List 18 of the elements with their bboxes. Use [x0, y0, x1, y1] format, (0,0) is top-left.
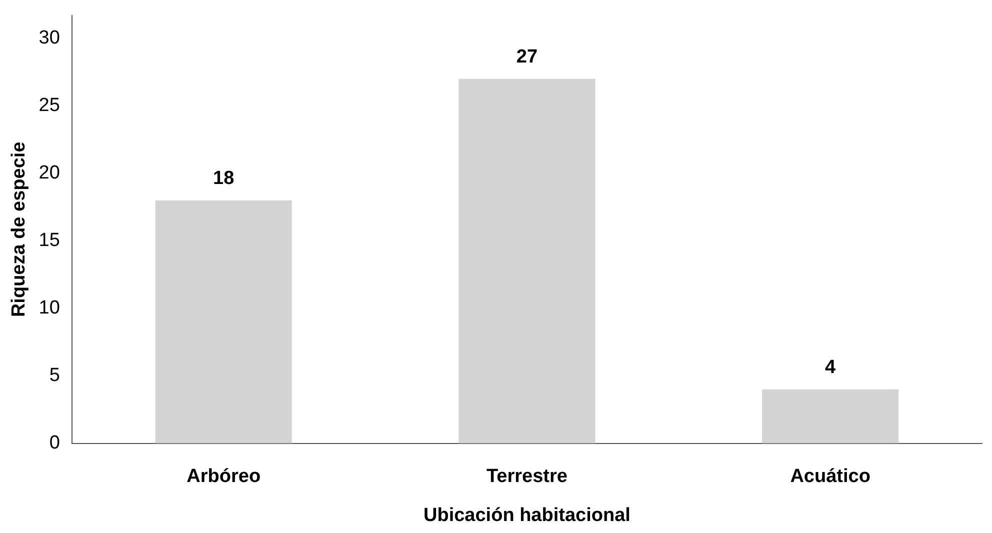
y-tick-label: 10 — [38, 298, 60, 319]
bar — [155, 200, 292, 444]
y-tick-label: 20 — [38, 162, 60, 184]
data-label: 4 — [825, 357, 836, 378]
data-label: 27 — [516, 46, 538, 68]
x-axis-title: Ubicación habitacional — [424, 504, 630, 526]
data-label: 18 — [213, 168, 234, 190]
y-axis-title: Riqueza de especie — [8, 142, 30, 318]
bar — [762, 389, 899, 444]
y-tick-label: 5 — [49, 365, 60, 386]
bar — [458, 78, 596, 444]
x-tick-label: Acuático — [790, 466, 870, 488]
y-tick-label: 30 — [38, 28, 60, 49]
x-tick-label: Terrestre — [486, 466, 568, 488]
x-tick-label: Arbóreo — [186, 466, 261, 488]
y-tick-label: 25 — [38, 95, 60, 116]
y-tick-label: 15 — [38, 230, 60, 252]
y-tick-label: 0 — [49, 432, 60, 454]
